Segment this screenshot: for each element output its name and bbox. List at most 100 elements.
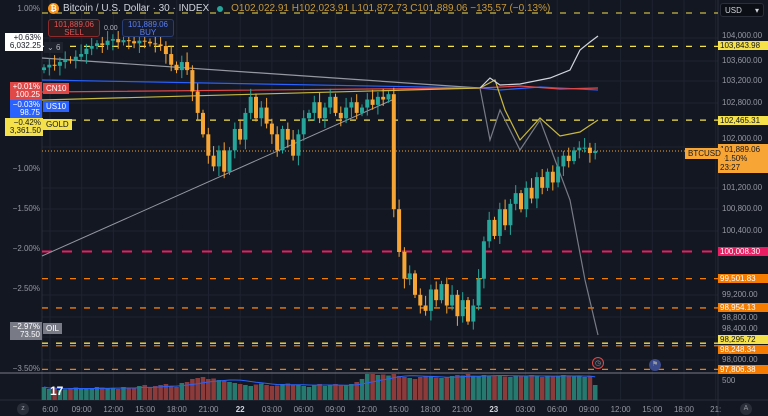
volume-ma-line	[43, 374, 596, 390]
candle	[185, 62, 190, 71]
volume-bar	[529, 375, 534, 400]
candle	[593, 150, 598, 154]
volume-bar	[449, 376, 455, 400]
candle	[545, 171, 550, 188]
price-axis-label: 98,800.00	[722, 313, 758, 322]
volume-bar	[338, 385, 344, 400]
volume-bar	[41, 387, 47, 400]
volume-bar	[221, 381, 227, 400]
sell-button[interactable]: 101,889.06 SELL	[48, 19, 100, 37]
time-axis-label: 18:00	[420, 405, 441, 414]
candle	[370, 99, 375, 105]
candle	[68, 59, 73, 61]
candle	[47, 64, 52, 68]
compare-gold-tag: −0.42% 3,361.50	[5, 118, 43, 136]
spx-line	[479, 35, 599, 89]
volume-bar	[502, 376, 508, 400]
volume-bar	[243, 385, 248, 400]
volume-bar	[285, 383, 291, 400]
volume-bar	[52, 388, 57, 400]
volume-bar	[89, 388, 94, 400]
volume-bar	[486, 375, 492, 400]
volume-bar	[200, 377, 206, 400]
price-axis-label: 102,000.00	[722, 134, 763, 143]
candle	[497, 209, 502, 236]
candle	[407, 273, 412, 279]
volume-bar	[476, 376, 481, 400]
candle	[540, 177, 545, 188]
volume-bar	[439, 378, 444, 400]
volume-bar	[306, 387, 312, 400]
collapse-indicators-button[interactable]: ⌄ 6	[44, 42, 64, 53]
volume-bar	[534, 376, 540, 400]
volume-bar	[354, 382, 359, 400]
volume-bar	[322, 386, 328, 400]
candle	[322, 107, 327, 119]
volume-bar	[57, 390, 63, 400]
candle	[291, 139, 296, 156]
spread: 0.00	[104, 25, 118, 32]
candle	[439, 284, 444, 301]
volume-bar	[142, 385, 147, 400]
volume-bar	[471, 376, 476, 400]
candle	[344, 107, 349, 119]
candle	[360, 107, 364, 113]
gold-line	[41, 79, 599, 142]
time-axis-label: 09:00	[325, 405, 346, 414]
volume-bar	[174, 387, 179, 400]
volume-bar	[94, 387, 100, 400]
candle	[95, 43, 99, 47]
level-price-label: 100,008.30	[718, 247, 768, 256]
us10-line	[41, 79, 599, 91]
candle	[174, 64, 179, 71]
candle	[227, 150, 232, 172]
symbol-title[interactable]: Bitcoin / U.S. Dollar · 30 · INDEX	[63, 3, 210, 14]
candle	[423, 305, 428, 311]
time-axis-label: 15:00	[135, 405, 156, 414]
candle	[397, 209, 402, 252]
volume-bar	[216, 380, 222, 400]
volume-bar	[396, 376, 402, 400]
candle	[238, 128, 243, 140]
event-clock-icon[interactable]: ◷	[592, 357, 604, 369]
cn10-label: CN10	[43, 83, 70, 94]
volume-bar	[555, 376, 561, 400]
time-axis-label: 09:00	[578, 405, 599, 414]
auto-scale-button[interactable]: A	[740, 403, 752, 415]
volume-bar	[184, 382, 190, 400]
volume-bar	[264, 385, 269, 400]
candle	[190, 70, 195, 92]
candle	[52, 64, 57, 66]
level-price-label: 99,501.83	[718, 274, 768, 283]
candle	[269, 123, 274, 135]
buy-button[interactable]: 101,889.06 BUY	[122, 19, 174, 37]
level-price-label: 98,248.34	[718, 345, 768, 354]
candle	[572, 150, 576, 162]
compare-oil-tag: −2.97% 73.50	[10, 322, 42, 340]
candle	[492, 219, 497, 236]
trendline	[41, 57, 481, 89]
volume-bar	[412, 379, 418, 400]
volume-axis-label: 500	[722, 376, 736, 385]
btcusd-label: BTCUSD	[685, 148, 724, 159]
economic-event-flag-icon[interactable]: ⚑	[649, 359, 661, 371]
timezone-button[interactable]: z	[17, 403, 29, 415]
volume-bar	[47, 389, 52, 400]
candle	[466, 300, 470, 322]
volume-bar	[274, 385, 280, 400]
candle	[365, 99, 370, 108]
time-axis-label: 06:00	[293, 405, 314, 414]
volume-bar	[524, 376, 529, 400]
currency-select[interactable]: USD ▾	[720, 3, 764, 17]
candle	[89, 46, 94, 49]
volume-bar	[237, 384, 243, 400]
candle	[391, 94, 396, 210]
price-axis-label: 102,800.00	[722, 98, 763, 107]
candle	[100, 43, 105, 45]
volume-bar	[163, 384, 169, 400]
price-axis-label: 104,000.00	[722, 31, 763, 40]
volume-bar	[259, 383, 264, 400]
candle	[476, 278, 481, 306]
volume-bar	[455, 375, 460, 400]
